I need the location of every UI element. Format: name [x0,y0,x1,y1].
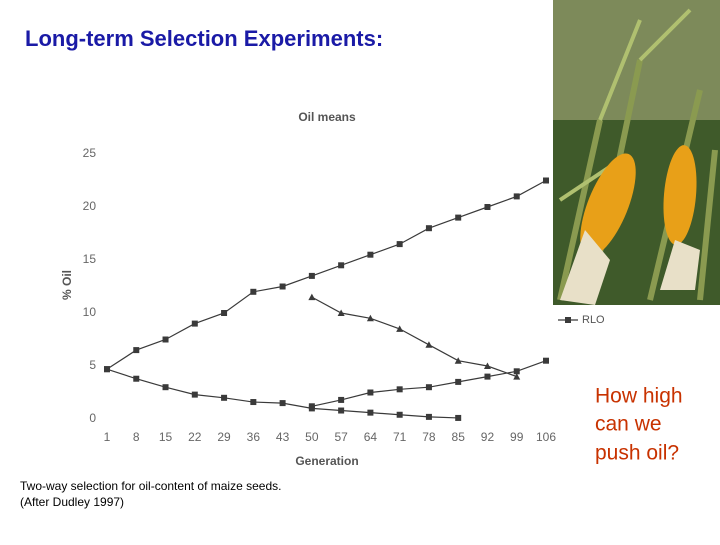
chart-title: Oil means [298,110,356,124]
photo-sky [553,0,720,120]
marker [425,384,432,391]
series-line [106,368,459,419]
marker [308,272,315,279]
note: push oil? [595,442,679,465]
cob [663,145,697,245]
marker [338,407,345,414]
marker [308,293,316,301]
x-tick-label: 36 [247,430,261,444]
x-tick-label: 22 [188,430,202,444]
marker [483,362,491,369]
marker [221,310,228,316]
marker [367,389,374,396]
marker [338,396,345,403]
y-tick-label: 20 [83,199,97,213]
x-tick-label: 106 [536,430,556,444]
marker [396,411,403,418]
marker [455,378,462,385]
x-axis-label: Generation [295,454,358,468]
marker [455,214,462,221]
x-tick-label: 57 [334,430,348,444]
marker [162,384,169,391]
marker [396,241,403,248]
legend-label: RLO [582,314,605,326]
marker [455,414,462,421]
y-tick-label: 25 [83,146,97,160]
marker [133,375,140,382]
series-line [106,179,547,370]
marker [513,193,520,200]
marker [484,373,491,380]
marker [543,177,549,184]
marker [191,391,198,398]
marker [425,341,433,348]
x-tick-label: 85 [452,430,466,444]
marker [396,386,403,393]
x-tick-label: 50 [305,430,319,444]
marker [104,366,110,373]
marker [366,314,374,322]
y-tick-label: 10 [83,305,97,319]
marker [337,309,345,316]
y-tick-label: 5 [89,358,96,372]
cob [580,153,636,257]
marker [367,251,374,258]
y-tick-label: 0 [89,411,96,425]
series-line [311,360,547,407]
marker [250,399,257,406]
x-tick-label: 43 [276,430,290,444]
series-line [311,296,517,378]
marker [425,225,432,232]
caption: (After Dudley 1997) [20,495,124,509]
marker [454,357,462,364]
x-tick-label: 92 [481,430,495,444]
marker [279,400,286,407]
marker [162,336,169,343]
x-tick-label: 64 [364,430,378,444]
marker [191,320,198,327]
marker [221,394,228,401]
marker [484,204,491,210]
marker [513,368,520,375]
y-axis-label: % Oil [60,270,74,300]
husk [560,230,700,305]
y-tick-label: 15 [83,252,97,266]
marker [338,262,345,269]
note: can we [595,413,662,436]
caption: Two-way selection for oil-content of mai… [20,479,281,493]
x-tick-label: 15 [159,430,173,444]
x-tick-label: 8 [133,430,140,444]
x-tick-label: 71 [393,430,407,444]
x-tick-label: 78 [422,430,436,444]
legend: RLO [558,314,605,326]
x-tick-label: 29 [217,430,231,444]
marker [543,357,549,364]
x-tick-label: 1 [104,430,111,444]
marker [308,403,315,410]
marker [250,288,257,295]
slide-title: Long-term Selection Experiments: [25,26,383,51]
note: How high [595,385,683,408]
marker [396,325,404,332]
x-tick-label: 99 [510,430,524,444]
marker [279,283,286,290]
photo [553,0,720,305]
marker [425,413,432,420]
plot: 0 5 10 15 20 25 1 8 15 22 29 36 43 50 57 64 71 78 85 92 99 10… [83,146,571,444]
marker [133,347,140,354]
marker [367,409,374,416]
marker [513,373,521,380]
